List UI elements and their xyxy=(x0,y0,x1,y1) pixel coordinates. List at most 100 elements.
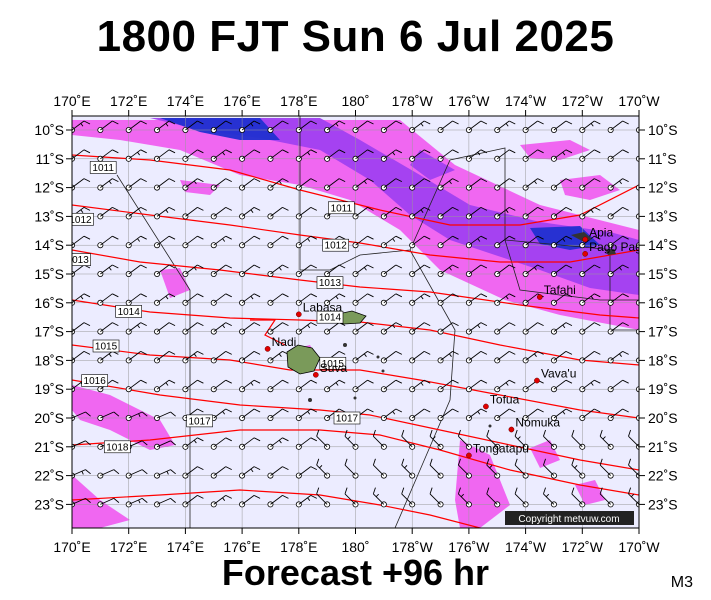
lat-label-right: 13˚S xyxy=(648,208,678,224)
rain-region xyxy=(410,150,455,180)
lon-label-top: 172˚W xyxy=(562,93,604,109)
lat-label-left: 16˚S xyxy=(34,295,64,311)
lat-label-left: 19˚S xyxy=(34,381,64,397)
lat-label-left: 22˚S xyxy=(34,468,64,484)
lat-label-right: 20˚S xyxy=(648,410,678,426)
lat-label-left: 15˚S xyxy=(34,266,64,282)
lon-label-bottom: 178˚E xyxy=(280,539,317,555)
wind-barbs xyxy=(72,120,639,508)
isobar-label-box xyxy=(81,374,108,387)
lat-label-left: 12˚S xyxy=(34,180,64,196)
isobar-label-box xyxy=(104,440,131,454)
lat-label-left: 23˚S xyxy=(34,496,64,512)
lat-label-left: 20˚S xyxy=(34,410,64,426)
lon-label-top: 174˚E xyxy=(167,93,204,109)
place-marker xyxy=(312,371,319,378)
isobar-label-box xyxy=(316,276,344,289)
rain-region xyxy=(520,140,590,160)
model-label: M3 xyxy=(670,574,693,591)
place-label: Apia xyxy=(589,225,613,239)
isobar-label: 1012 xyxy=(325,241,348,252)
copyright-box xyxy=(505,511,634,525)
lat-label-left: 18˚S xyxy=(34,352,64,368)
place-label: Nomuka xyxy=(515,416,560,430)
lon-label-top: 172˚E xyxy=(110,93,147,109)
place-label: Suva xyxy=(320,361,348,375)
place-label: Labasa xyxy=(303,300,343,314)
isobar-label: 1017 xyxy=(336,414,359,425)
lat-label-right: 16˚S xyxy=(648,295,678,311)
isobar xyxy=(72,344,639,419)
isobar-label: 1016 xyxy=(84,376,107,387)
isobar xyxy=(72,379,639,471)
lon-label-bottom: 176˚W xyxy=(448,539,490,555)
place-label: Pago Pago xyxy=(589,240,649,254)
place-label: Tafahi xyxy=(544,283,576,297)
copyright-text: Copyright metvuw.com xyxy=(518,514,619,525)
lon-label-top: 176˚W xyxy=(448,93,490,109)
lat-label-left: 14˚S xyxy=(34,237,64,253)
isobar xyxy=(72,249,639,319)
isobar-label: 1018 xyxy=(106,442,129,453)
lat-label-right: 10˚S xyxy=(648,122,678,138)
isobar-label-box xyxy=(115,305,142,318)
lat-label-right: 18˚S xyxy=(648,352,678,368)
rain-region xyxy=(160,118,280,140)
place-marker xyxy=(536,294,543,300)
lat-label-right: 21˚S xyxy=(648,439,678,455)
isobar xyxy=(72,489,481,528)
isobar-label-box xyxy=(89,161,117,174)
isobar-label-box xyxy=(72,253,91,266)
lon-label-top: 180˚ xyxy=(341,93,369,109)
place-marker xyxy=(582,250,588,257)
place-label: Vava'u xyxy=(541,367,576,381)
page-title: 1800 FJT Sun 6 Jul 2025 xyxy=(96,12,615,61)
lat-label-right: 14˚S xyxy=(648,237,678,253)
lon-label-bottom: 172˚E xyxy=(110,539,147,555)
lon-label-bottom: 170˚E xyxy=(53,539,90,555)
isobar-label: 1013 xyxy=(67,255,90,266)
place-marker xyxy=(508,426,515,433)
place-marker xyxy=(582,236,588,243)
lat-label-right: 22˚S xyxy=(648,468,678,484)
lon-label-top: 178˚W xyxy=(392,93,434,109)
isobar-label-box xyxy=(319,356,347,370)
lon-label-top: 176˚E xyxy=(223,93,260,109)
lat-label-right: 17˚S xyxy=(648,324,678,340)
isobar xyxy=(72,154,639,226)
isobar-label-box xyxy=(328,201,355,215)
lon-label-bottom: 174˚W xyxy=(505,539,547,555)
lat-label-right: 23˚S xyxy=(648,496,678,512)
place-marker xyxy=(264,346,271,352)
forecast-label: Forecast +96 hr xyxy=(221,552,490,593)
lon-label-bottom: 180˚ xyxy=(341,539,369,555)
isobar xyxy=(72,429,639,496)
lat-label-left: 21˚S xyxy=(34,439,64,455)
lat-label-left: 17˚S xyxy=(34,324,64,340)
isobar-label: 1011 xyxy=(331,203,353,214)
isobar xyxy=(250,319,286,346)
lon-label-top: 170˚E xyxy=(53,93,90,109)
isobar-label-box xyxy=(333,411,361,425)
isobar-label: 1012 xyxy=(69,215,92,226)
place-marker xyxy=(534,377,540,384)
lat-label-right: 15˚S xyxy=(648,266,678,282)
rain-region xyxy=(150,118,639,295)
isobar-label-box xyxy=(92,339,120,353)
rain-region xyxy=(72,120,639,330)
place-label: Tofua xyxy=(490,392,520,406)
lon-label-bottom: 170˚W xyxy=(618,539,660,555)
lat-label-left: 10˚S xyxy=(34,122,64,138)
lon-label-bottom: 172˚W xyxy=(562,539,604,555)
isobar-labels: 1011 1011 1012 1012 1013 1013 1014 1014 1015 1015… xyxy=(67,161,361,454)
lat-label-left: 11˚S xyxy=(35,151,64,167)
isobar-label: 1015 xyxy=(322,359,345,370)
place-label: Tongatapu xyxy=(473,441,529,455)
lon-label-top: 170˚W xyxy=(618,93,660,109)
isobar-label-box xyxy=(322,238,349,252)
lat-label-right: 12˚S xyxy=(648,180,678,196)
lon-label-top: 174˚W xyxy=(505,93,547,109)
isobar xyxy=(72,204,639,263)
